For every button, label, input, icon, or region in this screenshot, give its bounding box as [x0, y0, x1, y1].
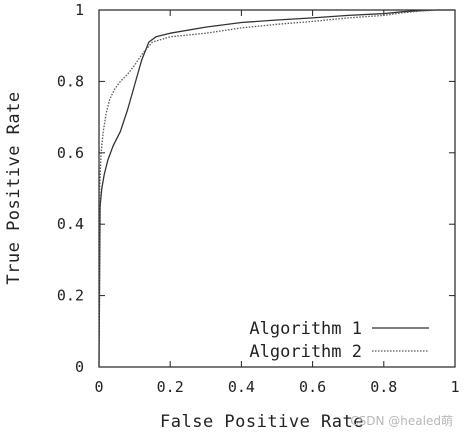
y-tick-labels: 0 0.2 0.4 0.6 0.8 1	[57, 1, 84, 376]
legend-label-algorithm-1: Algorithm 1	[249, 319, 362, 339]
y-tick-label: 0	[75, 358, 84, 376]
x-tick-label: 0.6	[299, 378, 326, 396]
plot-frame	[98, 9, 456, 368]
x-tick-label: 0.2	[157, 378, 184, 396]
y-tick-label: 0.6	[57, 144, 84, 162]
legend: Algorithm 1 Algorithm 2	[249, 319, 429, 362]
x-tick-label: 0.4	[228, 378, 255, 396]
series-line-algorithm-2	[98, 9, 455, 368]
x-tick-labels: 0 0.2 0.4 0.6 0.8 1	[94, 378, 459, 396]
y-tick-label: 1	[75, 1, 84, 19]
y-tick-label: 0.2	[57, 287, 84, 305]
x-tick-label: 0.8	[370, 378, 397, 396]
x-axis-title: False Positive Rate	[160, 412, 364, 432]
y-tick-label: 0.4	[57, 215, 84, 233]
y-axis-title: True Positive Rate	[4, 91, 24, 284]
series-line-algorithm-1	[98, 9, 455, 368]
y-tick-label: 0.8	[57, 72, 84, 90]
series-layer	[98, 9, 455, 368]
legend-label-algorithm-2: Algorithm 2	[249, 342, 362, 362]
x-tick-label: 1	[450, 378, 459, 396]
watermark: CSDN @healed萌	[350, 414, 453, 428]
x-tick-label: 0	[94, 378, 103, 396]
axis-ticks	[98, 9, 456, 368]
